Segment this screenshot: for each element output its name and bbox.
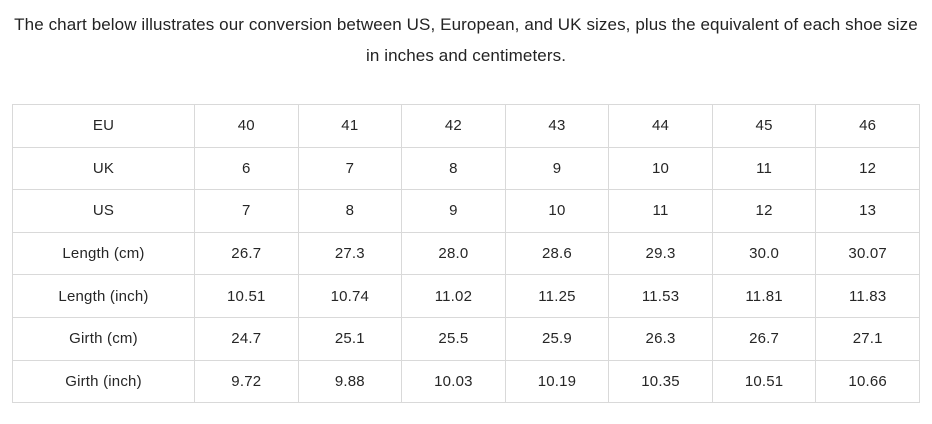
size-conversion-table: EU 40 41 42 43 44 45 46 UK 6 7 8 9 10 11 12 US 7 8 9 10 11 12 1… [12, 104, 920, 404]
table-cell: 9 [401, 189, 506, 233]
table-cell: 25.1 [297, 316, 403, 361]
table-cell: 46 [815, 104, 920, 148]
table-cell: 40 [194, 104, 299, 148]
table-cell: 7 [297, 146, 403, 191]
row-label: US [12, 189, 195, 233]
table-row: UK 6 7 8 9 10 11 12 [12, 146, 920, 191]
table-cell: 6 [194, 146, 299, 191]
table-cell: 25.9 [504, 316, 610, 361]
row-label: Length (cm) [12, 231, 195, 276]
table-cell: 27.3 [297, 231, 403, 276]
table-cell: 10.51 [711, 359, 817, 404]
table-cell: 10.03 [401, 359, 506, 404]
table-cell: 11.81 [711, 274, 817, 318]
table-cell: 13 [815, 189, 920, 233]
table-cell: 10 [504, 189, 610, 233]
table-cell: 44 [608, 104, 713, 148]
table-cell: 30.0 [711, 231, 817, 276]
table-cell: 28.6 [504, 231, 610, 276]
table-cell: 29.3 [608, 231, 713, 276]
table-cell: 10.51 [194, 274, 299, 318]
table-row: EU 40 41 42 43 44 45 46 [12, 104, 920, 148]
table-cell: 11.02 [401, 274, 506, 318]
table-cell: 25.5 [401, 316, 506, 361]
table-cell: 8 [297, 189, 403, 233]
table-cell: 9.72 [194, 359, 299, 404]
table-cell: 11 [608, 189, 713, 233]
table-cell: 11.83 [815, 274, 920, 318]
table-cell: 24.7 [194, 316, 299, 361]
table-row: Girth (cm) 24.7 25.1 25.5 25.9 26.3 26.7 27.1 [12, 316, 920, 361]
table-cell: 28.0 [401, 231, 506, 276]
table-cell: 26.7 [711, 316, 817, 361]
row-label: EU [12, 104, 195, 148]
table-cell: 11.53 [608, 274, 713, 318]
table-cell: 26.3 [608, 316, 713, 361]
table-cell: 10.66 [815, 359, 920, 404]
table-row: Girth (inch) 9.72 9.88 10.03 10.19 10.35 10.51… [12, 359, 920, 404]
table-cell: 10.19 [504, 359, 610, 404]
table-cell: 10.35 [608, 359, 713, 404]
table-cell: 10 [608, 146, 713, 191]
table-cell: 43 [504, 104, 610, 148]
table-cell: 11 [711, 146, 817, 191]
table-cell: 12 [711, 189, 817, 233]
table-cell: 41 [297, 104, 403, 148]
table-cell: 27.1 [815, 316, 920, 361]
row-label: Girth (cm) [12, 316, 195, 361]
table-cell: 26.7 [194, 231, 299, 276]
table-cell: 8 [401, 146, 506, 191]
row-label: Length (inch) [12, 274, 195, 318]
row-label: UK [12, 146, 195, 191]
table-cell: 11.25 [504, 274, 610, 318]
row-label: Girth (inch) [12, 359, 195, 404]
table-cell: 9.88 [297, 359, 403, 404]
table-cell: 45 [711, 104, 817, 148]
table-row: US 7 8 9 10 11 12 13 [12, 189, 920, 233]
table-cell: 30.07 [815, 231, 920, 276]
table-cell: 7 [194, 189, 299, 233]
table-row: Length (inch) 10.51 10.74 11.02 11.25 11.53 11… [12, 274, 920, 318]
table-cell: 9 [504, 146, 610, 191]
table-cell: 10.74 [297, 274, 403, 318]
table-cell: 12 [815, 146, 920, 191]
table-cell: 42 [401, 104, 506, 148]
size-table-body: EU 40 41 42 43 44 45 46 UK 6 7 8 9 10 11 12 US 7 8 9 10 11 12 1… [12, 104, 920, 404]
intro-text: The chart below illustrates our conversi… [14, 15, 918, 65]
table-row: Length (cm) 26.7 27.3 28.0 28.6 29.3 30.0 30.07 [12, 231, 920, 276]
